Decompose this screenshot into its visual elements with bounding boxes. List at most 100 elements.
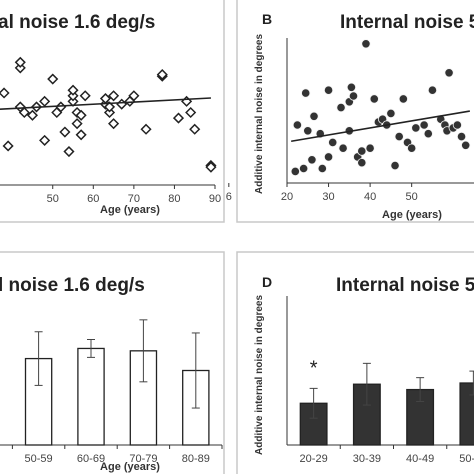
panel-b-point	[390, 161, 400, 171]
panel-b-point	[398, 94, 408, 104]
panel-d-ylabel: Additive internal noise in degrees	[254, 295, 265, 455]
panel-d-title: Internal noise 5.	[336, 275, 474, 296]
panel-c-x-tick-label: 80-89	[182, 453, 210, 465]
panel-a-point	[14, 56, 26, 68]
panel-b-trendline	[291, 110, 470, 143]
panel-d-x-tick-label: 50-59	[459, 453, 474, 465]
panel-a-point	[79, 90, 91, 102]
panel-a-x-tick-label: 60	[87, 193, 99, 205]
panel-b-x-tick-label: 40	[364, 191, 376, 203]
panel-b-point	[365, 143, 375, 153]
panel-b-title: Internal noise 5.5	[340, 12, 474, 33]
panel-a-point	[63, 145, 75, 158]
panel-c: l noise 1.6 deg/s 40-4950-5960-6970-7980…	[0, 251, 225, 474]
panel-b-point	[348, 91, 359, 101]
panel-b-point	[357, 146, 367, 156]
panel-a-point	[59, 126, 71, 138]
panel-d-significance-marker: *	[310, 357, 318, 379]
panel-c-bar	[77, 347, 105, 446]
panel-a-point	[75, 109, 87, 121]
panel-a-point	[39, 134, 51, 146]
panel-b-point	[301, 88, 311, 98]
panel-b-x-tick-label: 6	[226, 191, 232, 203]
panel-b-xlabel: Age (years)	[382, 209, 442, 221]
panel-d-plot: 20-29 * 30-39 40-49 50-59	[286, 296, 474, 465]
panel-a-point	[67, 90, 79, 102]
panel-a-plot: 50 60 70 80 90	[0, 56, 221, 205]
panel-b-point	[361, 39, 371, 49]
panel-a-title: al noise 1.6 deg/s	[0, 12, 155, 33]
panel-a-x-tick-label: 90	[209, 193, 221, 205]
panel-b-point	[357, 158, 367, 168]
panel-a-point	[39, 95, 51, 107]
panel-a-point	[71, 118, 83, 130]
panel-a-point	[185, 106, 197, 119]
panel-b-point	[346, 82, 357, 92]
panel-d: D Internal noise 5. Additive internal no…	[236, 251, 474, 474]
panel-a-point	[0, 87, 10, 99]
panel-b-point	[303, 126, 313, 136]
panel-a-point	[140, 123, 152, 135]
panel-a-point	[108, 90, 120, 102]
panel-a-point	[103, 101, 116, 113]
panel-a: al noise 1.6 deg/s 50 60 70 80 90 Age (years…	[0, 0, 225, 223]
panel-a-point	[67, 84, 79, 96]
panel-b-ylabel: Additive internal noise in degrees	[254, 34, 265, 194]
panel-a-point	[108, 118, 120, 130]
panel-c-x-tick-label: 70-79	[129, 453, 157, 465]
panel-b-point	[423, 129, 433, 139]
panel-b-x-tick-label: 50	[406, 191, 418, 203]
panel-a-point	[18, 106, 30, 119]
panel-a-point	[14, 62, 26, 74]
panel-d-x-tick-label: 30-39	[353, 453, 381, 465]
panel-b-point	[456, 132, 467, 142]
panel-b-point	[419, 120, 429, 130]
panel-b-x-tick-label: 20	[281, 191, 293, 203]
panel-b-point	[292, 120, 302, 130]
panel-b-plot: 20 30 40 50 6	[226, 38, 474, 203]
panel-a-x-tick-label: 50	[47, 193, 59, 205]
panel-c-x-tick-label: 60-69	[77, 453, 105, 465]
panel-b-point	[452, 120, 462, 130]
panel-a-x-tick-label: 80	[168, 193, 180, 205]
panel-a-point	[47, 73, 59, 85]
panel-b: B Internal noise 5.5 Additive internal n…	[226, 0, 474, 223]
panel-b-point	[369, 94, 379, 104]
panel-a-point	[103, 106, 116, 119]
panel-a-point	[172, 112, 185, 124]
panel-b-point	[386, 108, 396, 119]
panel-b-x-tick-label: 30	[322, 191, 334, 203]
panel-d-bar	[459, 382, 474, 446]
panel-b-frame	[236, 0, 474, 223]
panel-b-point	[290, 166, 300, 176]
panel-b-point	[307, 155, 317, 165]
panel-c-xlabel: Age (years)	[100, 461, 160, 473]
panel-b-point	[323, 152, 334, 162]
panel-a-point	[156, 69, 168, 81]
panel-a-x-tick-label: 70	[128, 193, 140, 205]
panel-b-point	[444, 68, 454, 78]
panel-b-point	[309, 111, 319, 121]
panel-a-point	[2, 140, 14, 152]
panel-b-point	[328, 137, 338, 147]
panel-d-bar	[299, 402, 328, 446]
panel-b-point	[427, 85, 438, 95]
panel-d-x-tick-label: 40-49	[406, 453, 434, 465]
panel-b-point	[299, 163, 309, 174]
panel-a-point	[26, 109, 39, 121]
panel-a-trendline	[0, 97, 211, 110]
panel-c-title: l noise 1.6 deg/s	[0, 275, 145, 296]
panel-d-letter: D	[262, 274, 272, 290]
panel-b-point	[317, 163, 327, 174]
panel-b-letter: B	[262, 11, 272, 27]
panel-a-point	[205, 161, 217, 173]
panel-b-point	[338, 143, 348, 153]
panel-b-point	[461, 140, 471, 150]
panel-b-point	[411, 123, 421, 133]
panel-b-point	[407, 143, 417, 153]
panel-b-point	[323, 85, 334, 95]
panel-a-point	[189, 123, 201, 135]
panel-a-xlabel: Age (years)	[100, 204, 160, 216]
